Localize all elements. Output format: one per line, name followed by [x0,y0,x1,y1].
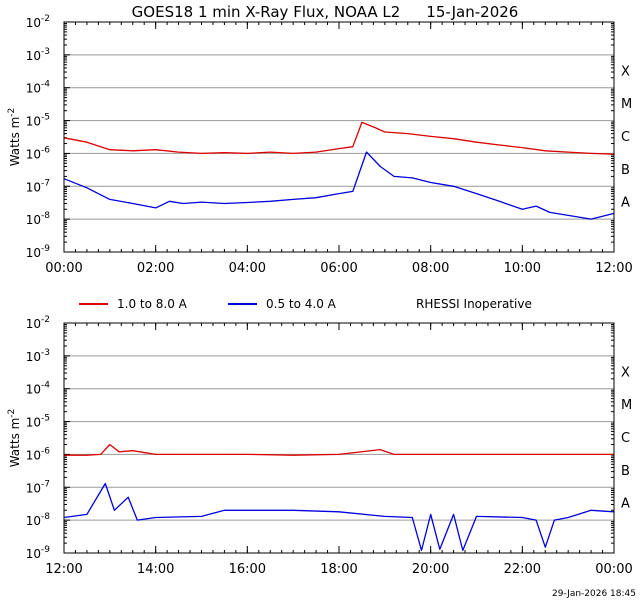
series-short-line [63,151,615,220]
flare-class-label: X [621,64,630,79]
x-tick-label: 22:00 [504,562,541,577]
y-tick-label: 10-5 [26,113,50,129]
flare-class-label: A [621,497,630,512]
flare-class-label: A [621,196,630,211]
legend: 1.0 to 8.0 A 0.5 to 4.0 A RHESSI Inopera… [79,297,532,311]
x-tick-label: 20:00 [412,562,449,577]
panel-12-24: 10-2 10-3 10-4 10-5 10-6 10-7 10-8 10-9 X M C B A Wat… [7,315,633,577]
y-tick-label: 10-3 [26,47,50,63]
y-axis-label: Watts m-2 [7,108,22,167]
x-tick-label: 00:00 [595,562,632,577]
x-tick-label: 12:00 [45,562,82,577]
x-tick-label: 00:00 [45,261,82,276]
plot-title: GOES18 1 min X-Ray Flux, NOAA L2 15-Jan-2… [132,3,519,21]
series-short-line [63,482,615,552]
flare-class-label: B [621,464,630,479]
y-tick-label: 10-2 [26,315,50,331]
y-tick-label: 10-4 [26,381,51,397]
y-tick-label: 10-7 [26,479,50,495]
y-tick-label: 10-9 [26,244,51,260]
y-tick-label: 10-4 [26,80,51,96]
y-tick-label: 10-8 [26,211,51,227]
x-tick-label: 18:00 [320,562,357,577]
legend-short-label: 0.5 to 4.0 A [266,297,337,311]
plot-frame [63,21,615,253]
flare-class-label: M [621,398,632,413]
series-long-line [64,443,614,456]
y-tick-label: 10-6 [26,145,51,161]
x-tick-label: 08:00 [412,261,449,276]
y-tick-label: 10-3 [26,348,50,364]
y-axis-label: Watts m-2 [7,409,22,468]
legend-long-label: 1.0 to 8.0 A [117,297,188,311]
x-tick-label: 16:00 [229,562,266,577]
y-tick-label: 10-5 [26,414,50,430]
y-tick-label: 10-8 [26,512,51,528]
rhessi-note: RHESSI Inoperative [416,297,532,311]
y-tick-label: 10-9 [26,545,51,561]
y-tick-label: 10-6 [26,446,51,462]
y-tick-label: 10-2 [26,14,50,30]
x-tick-label: 04:00 [229,261,266,276]
plot-frame [63,322,615,554]
x-tick-label: 02:00 [137,261,174,276]
flare-class-label: M [621,97,632,112]
x-tick-label: 10:00 [504,261,541,276]
flare-class-label: C [621,130,630,145]
x-tick-label: 14:00 [137,562,174,577]
flare-class-label: B [621,163,630,178]
series-long-line [63,121,615,155]
footer-timestamp: 29-Jan-2026 18:45 [552,589,636,599]
panel-00-12: 10-2 10-3 10-4 10-5 10-6 10-7 10-8 10-9 X M C B A Wat… [7,14,633,276]
flare-class-label: X [621,365,630,380]
y-tick-label: 10-7 [26,178,50,194]
x-tick-label: 06:00 [320,261,357,276]
x-tick-label: 12:00 [595,261,632,276]
flare-class-label: C [621,431,630,446]
